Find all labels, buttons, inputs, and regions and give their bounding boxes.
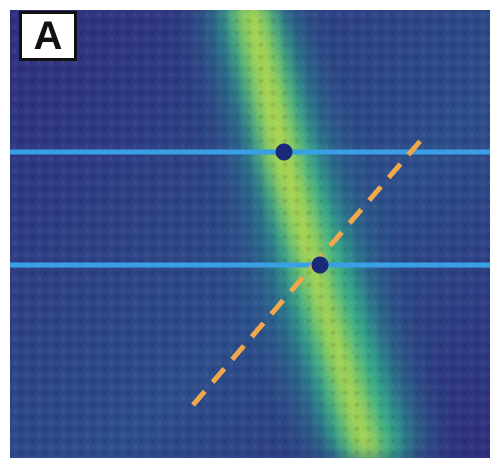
panel-label: A — [19, 11, 77, 61]
intersection-point-upper — [275, 143, 293, 161]
image-texture — [10, 10, 490, 458]
intersection-point-lower — [311, 256, 329, 274]
